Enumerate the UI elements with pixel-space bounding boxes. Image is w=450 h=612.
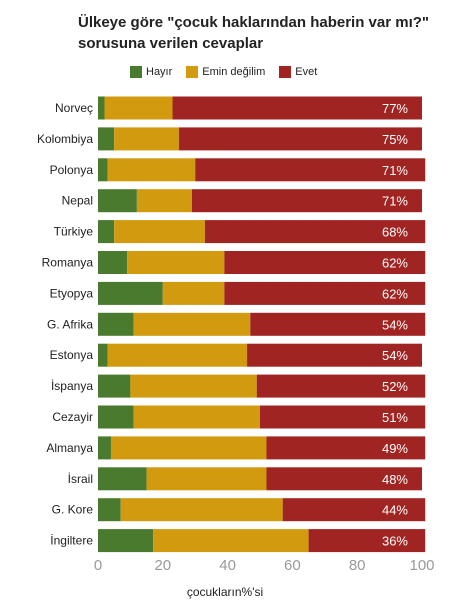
x-tick-label: 0 xyxy=(94,557,102,574)
value-label: 51% xyxy=(382,410,408,425)
bar-hayir xyxy=(98,220,115,244)
bar-hayir xyxy=(98,127,115,151)
chart-title: Ülkeye göre "çocuk haklarından haberin v… xyxy=(78,14,430,52)
category-label: Polonya xyxy=(50,163,94,177)
bar-evet xyxy=(224,251,426,274)
bar-emin xyxy=(133,405,260,429)
legend-swatch-evet xyxy=(279,66,292,78)
bar-emin xyxy=(133,312,251,336)
value-label: 54% xyxy=(382,348,408,363)
bar-evet xyxy=(179,127,422,151)
bar-emin xyxy=(110,436,267,460)
bar-emin xyxy=(146,467,267,491)
bar-evet xyxy=(308,529,426,553)
x-axis-label: çocukların%'si xyxy=(186,585,264,599)
bar-emin xyxy=(114,127,179,151)
x-tick-label: 40 xyxy=(219,557,236,574)
bar-hayir xyxy=(98,343,108,367)
legend-label-emin: Emin değilim xyxy=(202,66,266,78)
legend-swatch-hayir xyxy=(130,66,142,78)
bar-evet xyxy=(250,312,426,336)
bar-emin xyxy=(107,158,196,182)
bar-evet xyxy=(204,220,426,244)
bar-evet xyxy=(266,436,426,460)
value-label: 54% xyxy=(382,317,408,332)
bar-emin xyxy=(130,374,257,398)
category-label: Romanya xyxy=(42,256,94,270)
legend-label-evet: Evet xyxy=(295,66,318,78)
category-label: Kolombiya xyxy=(37,132,93,146)
value-label: 71% xyxy=(382,163,408,178)
x-tick-label: 20 xyxy=(154,557,171,574)
category-label: İspanya xyxy=(51,379,93,393)
bar-evet xyxy=(282,498,426,522)
category-label: Nepal xyxy=(62,194,93,208)
legend-label-hayir: Hayır xyxy=(146,66,173,78)
category-label: Türkiye xyxy=(54,225,94,239)
value-label: 52% xyxy=(382,379,408,394)
bar-evet xyxy=(247,343,422,367)
value-label: 62% xyxy=(382,256,408,271)
bar-hayir xyxy=(98,158,108,182)
bar-evet xyxy=(224,281,426,305)
category-label: Norveç xyxy=(55,101,93,115)
category-label: Almanya xyxy=(46,441,93,455)
value-label: 44% xyxy=(382,503,408,518)
bar-hayir xyxy=(98,251,128,274)
legend-swatch-emin xyxy=(186,66,199,78)
bar-hayir xyxy=(98,436,111,460)
bar-emin xyxy=(162,281,225,305)
legend-item-evet: Evet xyxy=(279,66,317,78)
bar-hayir xyxy=(98,96,105,120)
bar-evet xyxy=(266,467,422,491)
x-tick-label: 100 xyxy=(409,557,434,574)
bar-emin xyxy=(153,529,309,553)
value-label: 77% xyxy=(382,101,408,116)
bar-emin xyxy=(104,96,173,120)
value-label: 49% xyxy=(382,441,408,456)
bar-hayir xyxy=(98,467,147,491)
value-label: 75% xyxy=(382,132,408,147)
bar-hayir xyxy=(98,374,131,398)
bar-hayir xyxy=(98,498,121,522)
legend-item-emin: Emin değilim xyxy=(186,66,265,78)
category-label: İngiltere xyxy=(50,534,93,548)
category-label: Etyopya xyxy=(50,286,94,300)
bar-hayir xyxy=(98,312,134,336)
category-label: İsrail xyxy=(68,472,93,486)
bar-hayir xyxy=(98,281,163,305)
bar-emin xyxy=(120,498,283,522)
legend: Hayır Emin değilim Evet xyxy=(130,66,317,78)
bar-emin xyxy=(136,189,192,213)
legend-item-hayir: Hayır xyxy=(130,66,172,78)
x-tick-label: 60 xyxy=(284,557,301,574)
bar-hayir xyxy=(98,529,154,553)
bar-evet xyxy=(256,374,426,398)
x-tick-label: 80 xyxy=(349,557,366,574)
category-label: G. Afrika xyxy=(47,317,93,331)
bar-evet xyxy=(260,405,426,429)
category-label: Estonya xyxy=(50,348,94,362)
value-label: 71% xyxy=(382,194,408,209)
bar-hayir xyxy=(98,189,137,213)
category-label: Cezayir xyxy=(52,410,93,424)
bar-hayir xyxy=(98,405,134,429)
bar-evet xyxy=(195,158,426,182)
category-label: G. Kore xyxy=(52,503,94,517)
bar-evet xyxy=(172,96,422,120)
value-label: 62% xyxy=(382,286,408,301)
bar-evet xyxy=(191,189,422,213)
bar-emin xyxy=(127,251,225,274)
value-label: 36% xyxy=(382,534,408,549)
bar-emin xyxy=(114,220,205,244)
value-label: 68% xyxy=(382,225,408,240)
value-label: 48% xyxy=(382,472,408,487)
bar-emin xyxy=(107,343,248,367)
